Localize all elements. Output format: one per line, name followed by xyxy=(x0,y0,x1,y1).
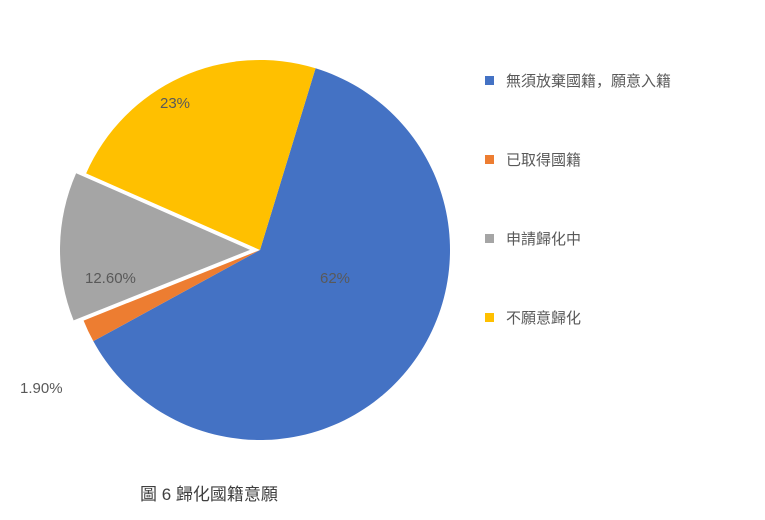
slice-label-willing: 62% xyxy=(320,270,350,287)
legend-label-applying: 申請歸化中 xyxy=(506,228,581,249)
chart-caption: 圖 6 歸化國籍意願 xyxy=(140,480,278,505)
slice-label-unwilling: 23% xyxy=(160,95,190,112)
legend-label-obtained: 已取得國籍 xyxy=(506,149,581,170)
legend-item-applying: 申請歸化中 xyxy=(485,228,755,249)
legend-label-willing: 無須放棄國籍，願意入籍 xyxy=(506,70,671,91)
legend-swatch-applying xyxy=(485,234,494,243)
legend-item-obtained: 已取得國籍 xyxy=(485,149,755,170)
legend-item-willing: 無須放棄國籍，願意入籍 xyxy=(485,70,755,91)
pie-svg xyxy=(30,20,490,480)
legend: 無須放棄國籍，願意入籍已取得國籍申請歸化中不願意歸化 xyxy=(485,70,755,386)
legend-item-unwilling: 不願意歸化 xyxy=(485,307,755,328)
legend-swatch-obtained xyxy=(485,155,494,164)
legend-swatch-unwilling xyxy=(485,313,494,322)
legend-label-unwilling: 不願意歸化 xyxy=(506,307,581,328)
pie-chart: 62%1.90%12.60%23% xyxy=(30,20,430,420)
slice-label-obtained: 1.90% xyxy=(20,380,63,397)
legend-swatch-willing xyxy=(485,76,494,85)
slice-label-applying: 12.60% xyxy=(85,270,136,287)
chart-container: 62% 1.90% 12.60% 23% 無須放棄國籍，願意入籍已取得國籍申請歸化中不… xyxy=(0,0,765,520)
